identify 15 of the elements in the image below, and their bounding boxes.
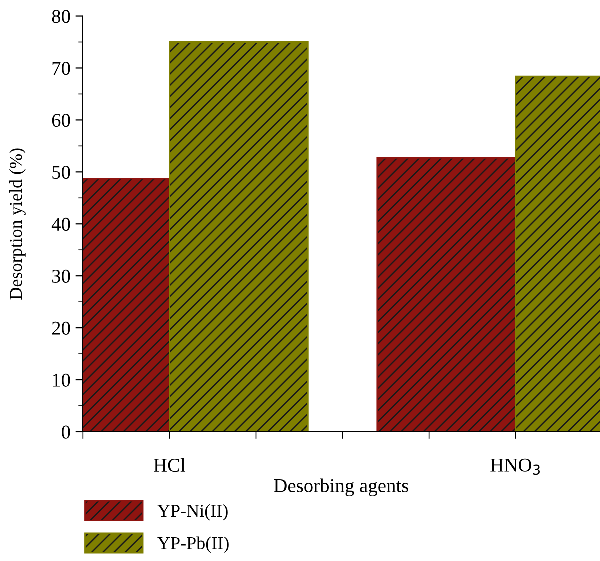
- y-tick-label: 50: [52, 166, 70, 180]
- legend-label: YP-Ni(II): [158, 504, 228, 521]
- y-tick-label: 40: [52, 218, 70, 232]
- y-tick-label: 10: [53, 374, 70, 387]
- y-tick-label: 80: [52, 10, 70, 24]
- y-tick-label: 30: [52, 270, 70, 284]
- y-tick-label: 20: [52, 322, 70, 335]
- y-tick-label: 0: [62, 426, 70, 439]
- y-tick-label: 60: [52, 114, 70, 128]
- y-axis-title: Desorption yield (%): [9, 148, 26, 300]
- legend-label: YP-Pb(II): [158, 536, 229, 554]
- x-tick-label: HNO$_{3}$: [490, 458, 540, 476]
- x-tick-label: HCl: [154, 458, 186, 472]
- x-axis-title: Desorbing agents: [274, 478, 408, 496]
- y-tick-label: 70: [52, 62, 70, 76]
